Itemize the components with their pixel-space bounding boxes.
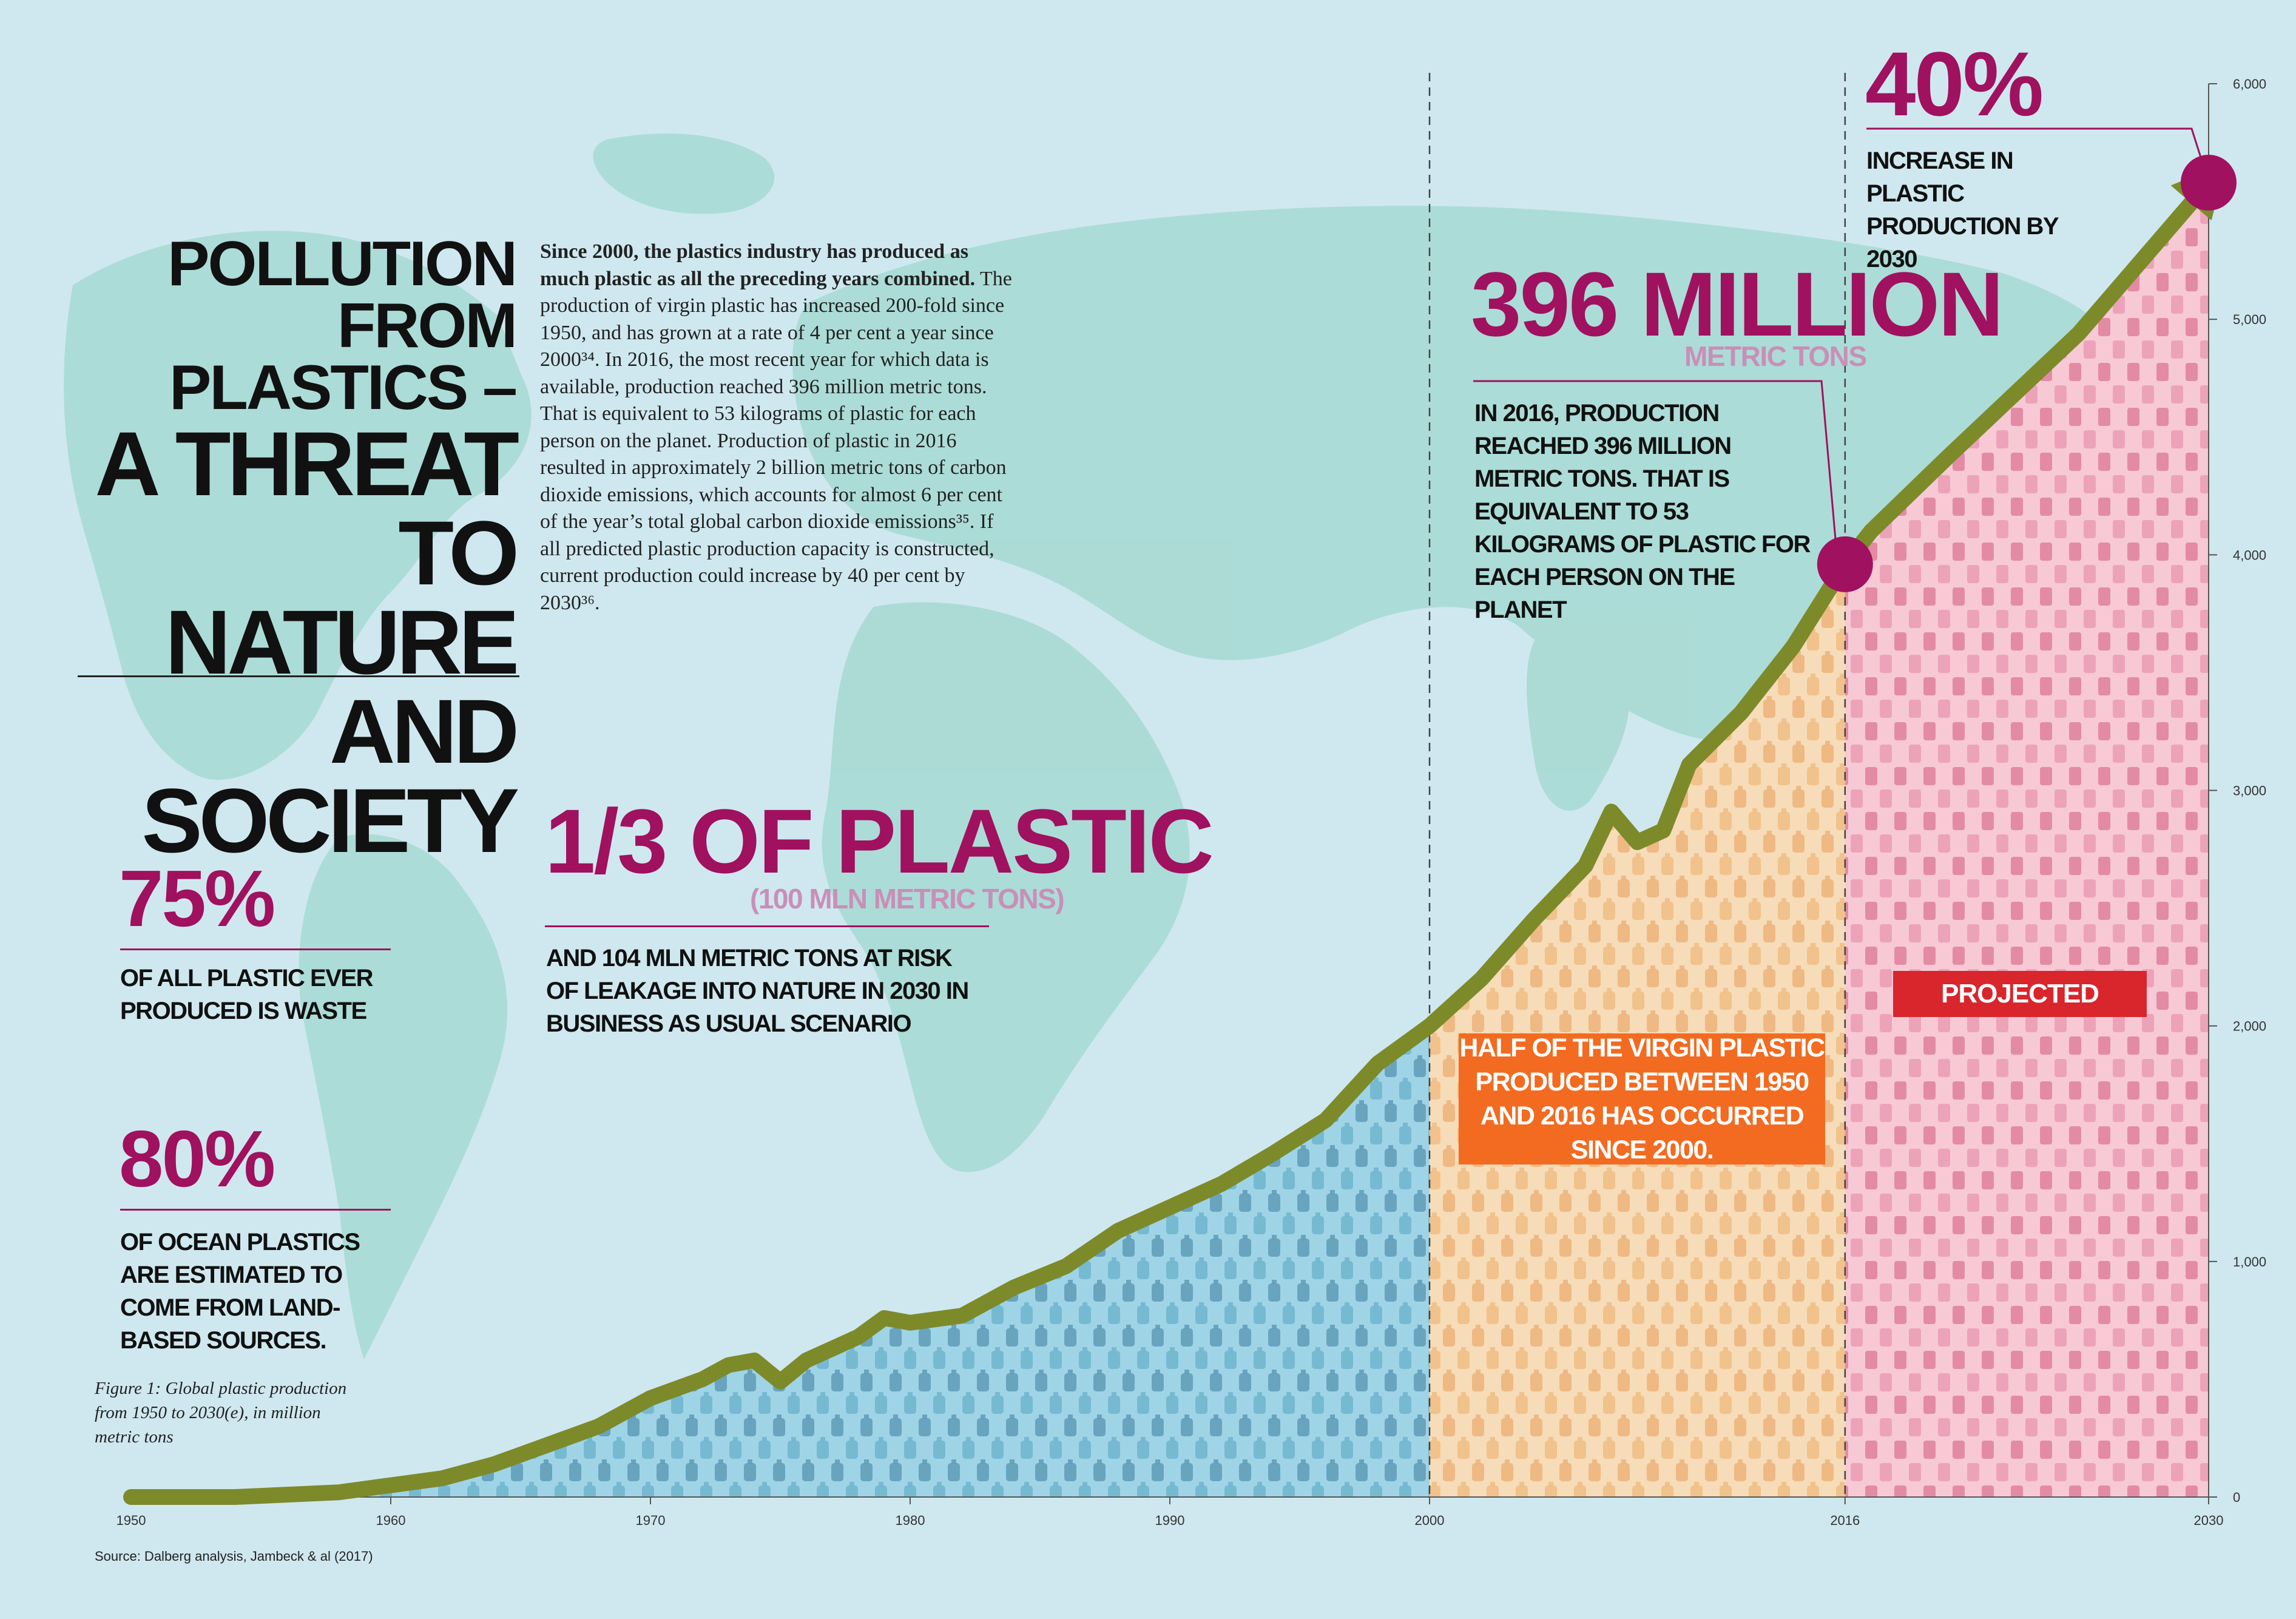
y-tick-label: 1,000	[2233, 1254, 2266, 1269]
chart-areas	[131, 183, 2209, 1497]
y-tick-label: 5,000	[2233, 312, 2266, 327]
intro-lead: Since 2000, the plastics industry has pr…	[540, 240, 976, 290]
title-line-3: A THREAT TO	[95, 412, 519, 604]
title-line-1: POLLUTION FROM	[167, 229, 518, 361]
production-series-line	[123, 162, 2226, 1505]
stat-80-text: OF OCEAN PLASTICS ARE ESTIMATED TO COME …	[120, 1229, 360, 1354]
stat-third-rule	[545, 925, 989, 927]
area-segment-pink	[1845, 183, 2209, 1497]
x-tick-label: 2000	[1415, 1513, 1445, 1528]
stat-75-rule	[120, 948, 391, 950]
leader-396	[1473, 380, 1841, 588]
title-line-5: SOCIETY	[141, 769, 519, 871]
marker-2030	[2181, 155, 2237, 211]
data-markers	[1817, 155, 2237, 592]
stat-third-sub: (100 MLN METRIC TONS)	[750, 883, 1065, 914]
y-tick-label: 0	[2233, 1490, 2240, 1505]
x-tick-label: 1970	[636, 1513, 666, 1528]
marker-2016	[1817, 536, 1873, 592]
source-note: Source: Dalberg analysis, Jambeck & al (…	[95, 1549, 373, 1564]
stat-75-value: 75%	[119, 854, 275, 943]
half-since-2000-callout: HALF OF THE VIRGIN PLASTIC PRODUCED BETW…	[1459, 1033, 1825, 1164]
area-segment-blue	[131, 1026, 1430, 1497]
stat-396-text: IN 2016, PRODUCTION REACHED 396 MILLION …	[1474, 400, 1811, 623]
x-axis: 1950 1960 1970 1980 1990 2000 2016 2030	[116, 1496, 2224, 1528]
stat-third-value: 1/3 OF PLASTIC	[545, 790, 1214, 892]
stat-80-value: 80%	[119, 1114, 275, 1203]
intro-body: The production of virgin plastic has inc…	[540, 267, 1012, 614]
stat-40-value: 40%	[1865, 33, 2044, 135]
x-tick-label: 1960	[376, 1513, 406, 1528]
figure-caption: Figure 1: Global plastic production from…	[95, 1379, 347, 1447]
projected-label: PROJECTED	[1893, 971, 2147, 1017]
area-segment-orange	[1430, 564, 1845, 1497]
y-tick-label: 3,000	[2233, 783, 2266, 799]
title-line-4: NATURE AND	[165, 590, 519, 782]
stat-80-rule	[120, 1209, 391, 1211]
y-tick-label: 2,000	[2233, 1019, 2266, 1034]
title-line-2: PLASTICS –	[169, 352, 518, 423]
world-map	[64, 134, 2189, 1359]
stat-40-text: INCREASE IN PLASTIC PRODUCTION BY 2030	[1866, 147, 2059, 272]
trend-line	[123, 162, 2226, 1505]
x-tick-label: 2016	[1830, 1513, 1860, 1528]
stat-75-text: OF ALL PLASTIC EVER PRODUCED IS WASTE	[120, 965, 373, 1024]
stat-396-value: 396 MILLION	[1471, 253, 2004, 355]
chart-dividers	[1428, 73, 1846, 1497]
x-tick-label: 1990	[1155, 1513, 1185, 1528]
x-tick-label: 1950	[116, 1513, 146, 1528]
y-tick-label: 4,000	[2233, 547, 2266, 563]
x-tick-label: 2030	[2194, 1513, 2224, 1528]
title-divider	[78, 675, 519, 677]
page-title: POLLUTION FROM PLASTICS – A THREAT TO NA…	[67, 229, 519, 871]
x-tick-label: 1980	[896, 1513, 925, 1528]
intro-paragraph: Since 2000, the plastics industry has pr…	[540, 238, 1013, 617]
stat-396-sub: METRIC TONS	[1684, 340, 1867, 372]
stat-third-text: AND 104 MLN METRIC TONS AT RISK OF LEAKA…	[546, 945, 969, 1037]
y-tick-label: 6,000	[2233, 76, 2266, 92]
y-axis: 0 1,000 2,000 3,000 4,000 5,000 6,000	[2208, 76, 2266, 1505]
